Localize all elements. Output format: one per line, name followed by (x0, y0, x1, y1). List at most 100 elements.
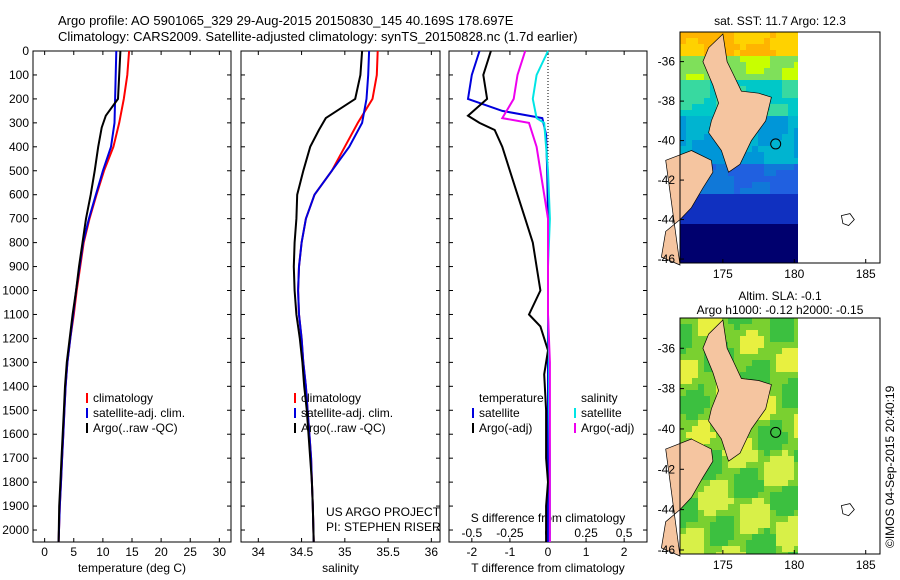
map-cell (794, 378, 798, 384)
map-cell (698, 92, 704, 98)
map-cell (746, 474, 752, 480)
map-cell (716, 516, 722, 522)
map-cell (770, 206, 776, 212)
map-cell (692, 122, 698, 128)
map-cell (770, 44, 776, 50)
map-cell (710, 224, 716, 230)
map-cell (686, 516, 692, 522)
map-cell (686, 420, 692, 426)
map-cell (734, 38, 740, 44)
map-cell (752, 540, 758, 546)
map-cell (782, 486, 788, 492)
map-cell (734, 236, 740, 242)
map-cell (770, 432, 776, 438)
map-cell (686, 44, 692, 50)
map-cell (788, 378, 794, 384)
legend-label: salinity (581, 391, 618, 405)
map-cell (728, 546, 734, 552)
map-cell (710, 260, 716, 263)
map-cell (698, 242, 704, 248)
map-cell (746, 342, 752, 348)
map-cell (764, 474, 770, 480)
map-cell (782, 158, 788, 164)
map-cell (794, 260, 798, 263)
map-cell (776, 170, 782, 176)
map-cell (722, 522, 728, 528)
map-cell (776, 336, 782, 342)
map-cell (758, 206, 764, 212)
map-cell (722, 218, 728, 224)
map-cell (794, 50, 798, 56)
map-cell (782, 134, 788, 140)
map-cell (776, 188, 782, 194)
map-cell (746, 456, 752, 462)
profile-panel-3: -2 -1 0 1 2 T difference from climatology -0.5… (448, 50, 648, 575)
map-cell (776, 480, 782, 486)
map-cell (782, 366, 788, 372)
map-cell (728, 468, 734, 474)
map-cell (704, 32, 710, 38)
map-cell (764, 152, 770, 158)
map-cell (764, 516, 770, 522)
map-cell (698, 342, 704, 348)
map-cell (746, 348, 752, 354)
y-tick-label: 1600 (2, 427, 29, 441)
map-cell (680, 122, 686, 128)
map-cell (794, 318, 798, 324)
map-cell (746, 218, 752, 224)
map-cell (764, 92, 770, 98)
map-cell (704, 206, 710, 212)
panel-frame (32, 50, 232, 543)
map-cell (770, 426, 776, 432)
map-cell (782, 408, 788, 414)
map-cell (776, 116, 782, 122)
map-cell (788, 510, 794, 516)
map-cell (692, 248, 698, 254)
map-cell (680, 140, 686, 146)
map-cell (704, 134, 710, 140)
map-cell (770, 366, 776, 372)
map-cell (722, 318, 728, 324)
map-cell (758, 200, 764, 206)
map-cell (680, 248, 686, 254)
map-cell (740, 182, 746, 188)
map-cell (698, 194, 704, 200)
map-cell (692, 38, 698, 44)
map-cell (758, 498, 764, 504)
map-cell (704, 182, 710, 188)
map-cell (794, 438, 798, 444)
map-cell (794, 468, 798, 474)
map-cell (710, 32, 716, 38)
map-cell (698, 212, 704, 218)
map-cell (686, 38, 692, 44)
map-cell (764, 492, 770, 498)
map-cell (698, 336, 704, 342)
series-line-3 (292, 50, 364, 543)
legend-label: satellite (479, 406, 520, 420)
map-cell (704, 384, 710, 390)
map-cell (680, 86, 686, 92)
map-cell (770, 504, 776, 510)
map-cell (752, 336, 758, 342)
map-cell (782, 80, 788, 86)
x-tick-label: 15 (125, 545, 139, 559)
map-cell (788, 546, 794, 552)
map-cell (740, 474, 746, 480)
map-x-tick-label: 175 (713, 558, 733, 572)
map-cell (782, 32, 788, 38)
map-cell (776, 248, 782, 254)
map-cell (794, 200, 798, 206)
map-cell (728, 522, 734, 528)
map-cell (680, 384, 686, 390)
map-x-tick-label: 175 (713, 267, 733, 281)
map-cell (692, 224, 698, 230)
map-cell (782, 552, 788, 554)
map-cell (764, 242, 770, 248)
map-cell (698, 378, 704, 384)
map-cell (710, 140, 716, 146)
map-cell (710, 200, 716, 206)
y-tick-label: 700 (9, 212, 29, 226)
map-cell (782, 242, 788, 248)
map-cell (752, 188, 758, 194)
map-cell (788, 32, 794, 38)
